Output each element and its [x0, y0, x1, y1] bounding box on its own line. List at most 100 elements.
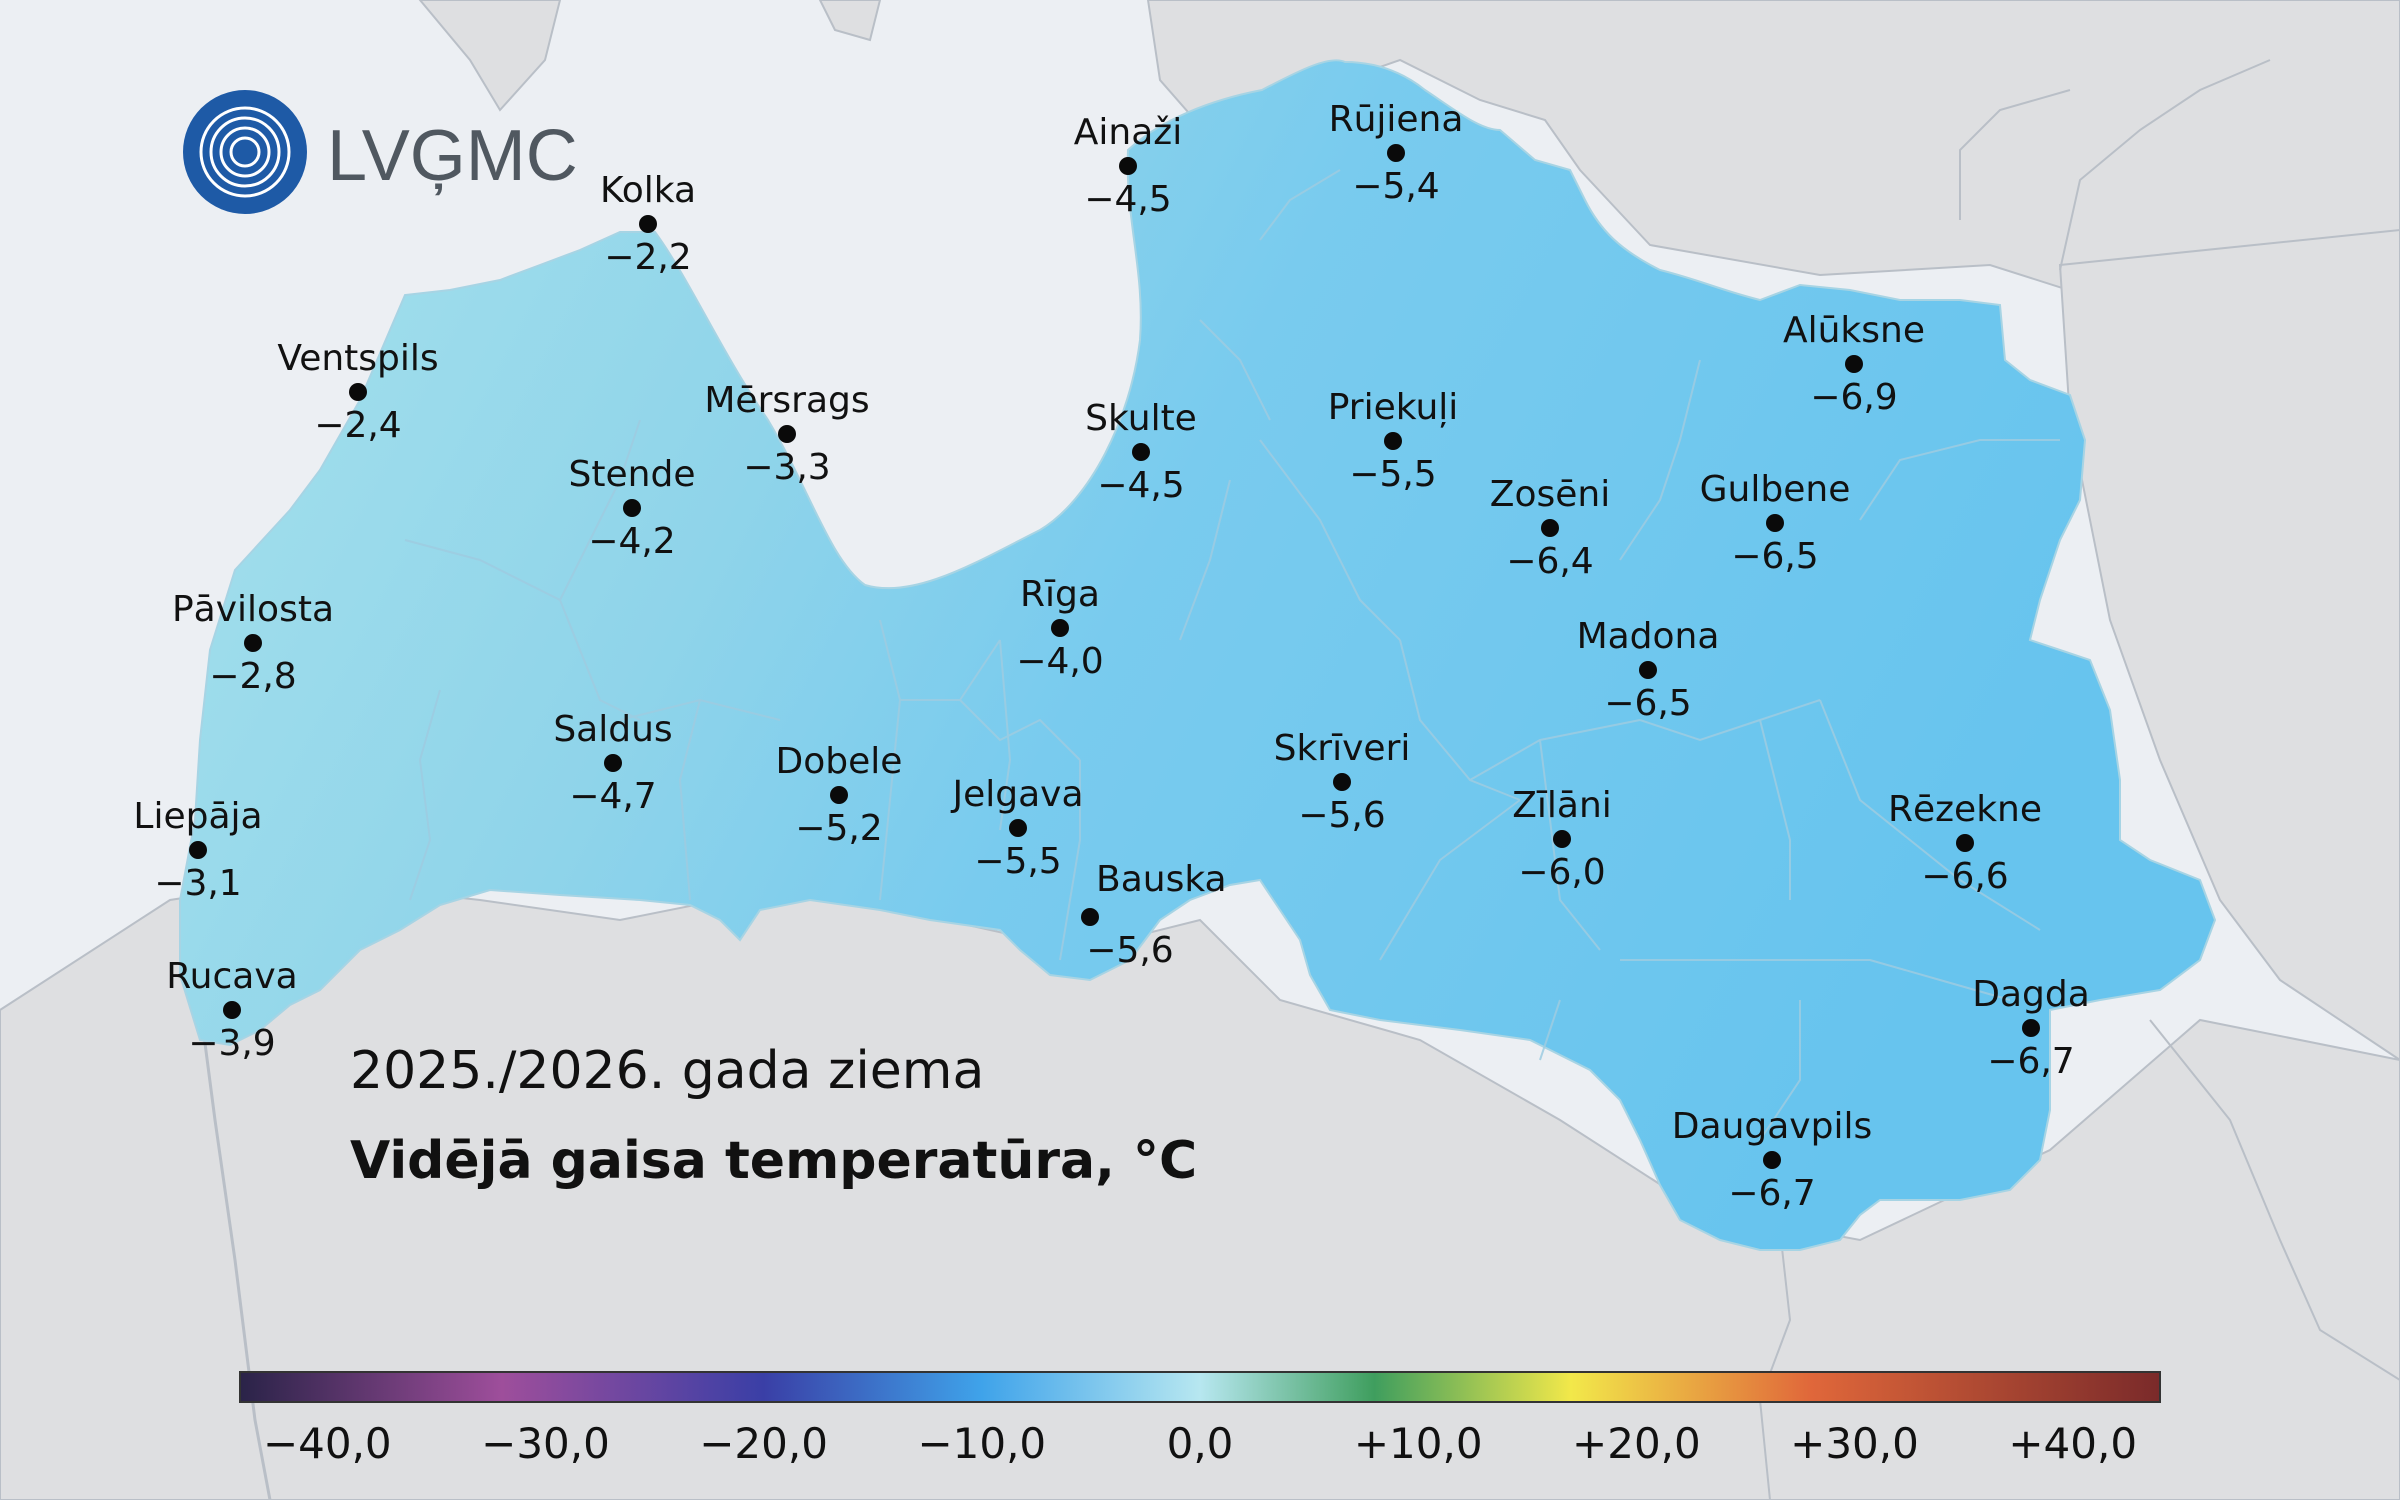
station-name: Stende — [569, 454, 696, 495]
station-name: Rūjiena — [1329, 99, 1464, 140]
station-13: Ainaži −4,5 — [1074, 112, 1182, 220]
station-value: −6,9 — [1810, 377, 1897, 418]
station-marker-icon — [1553, 830, 1571, 848]
station-marker-icon — [244, 634, 262, 652]
station-value: −3,3 — [743, 447, 830, 488]
station-19: Gulbene −6,5 — [1700, 469, 1851, 577]
station-12: Rīga −4,0 — [1016, 574, 1103, 682]
station-marker-icon — [604, 754, 622, 772]
station-marker-icon — [189, 841, 207, 859]
station-name: Pāvilosta — [172, 589, 334, 630]
station-3: Mērsrags −3,3 — [704, 380, 869, 488]
station-marker-icon — [1384, 432, 1402, 450]
station-marker-icon — [223, 1001, 241, 1019]
legend-tick-label: +10,0 — [1354, 1419, 1483, 1468]
station-name: Jelgava — [950, 774, 1083, 815]
station-4: Stende −4,2 — [569, 454, 696, 562]
station-value: −4,0 — [1016, 641, 1103, 682]
legend-tick-label: 0,0 — [1167, 1419, 1234, 1468]
station-name: Mērsrags — [704, 380, 869, 421]
legend-tick-label: +20,0 — [1572, 1419, 1701, 1468]
station-marker-icon — [778, 425, 796, 443]
legend-bar — [239, 1371, 2161, 1403]
station-value: −3,9 — [188, 1023, 275, 1064]
station-24: Dagda −6,7 — [1972, 974, 2090, 1082]
station-9: Rucava −3,9 — [166, 956, 297, 1064]
station-name: Kolka — [600, 170, 696, 211]
station-value: −5,2 — [795, 808, 882, 849]
station-name: Rucava — [166, 956, 297, 997]
station-marker-icon — [2022, 1019, 2040, 1037]
station-marker-icon — [1766, 514, 1784, 532]
station-8: Liepāja −3,1 — [133, 796, 262, 904]
station-value: −4,5 — [1097, 465, 1184, 506]
station-18: Zosēni −6,4 — [1490, 474, 1610, 582]
legend-tick-label: −40,0 — [263, 1419, 392, 1468]
station-value: −2,2 — [604, 237, 691, 278]
station-name: Gulbene — [1700, 469, 1851, 510]
station-name: Zīlāni — [1512, 785, 1612, 826]
municipality-borders — [404, 169, 2060, 1141]
station-marker-icon — [1333, 773, 1351, 791]
station-name: Skulte — [1085, 398, 1197, 439]
station-11: Bauska −5,6 — [1081, 859, 1227, 971]
station-name: Priekuļi — [1328, 387, 1459, 428]
station-layer: Kolka −2,2 Ventspils −2,4 Mērsrags −3,3 Stende… — [133, 99, 2089, 1214]
station-name: Rēzekne — [1888, 789, 2042, 830]
estonia-islands — [418, 0, 882, 112]
legend-tick-label: −20,0 — [699, 1419, 828, 1468]
legend-tick-label: +30,0 — [1790, 1419, 1919, 1468]
station-10: Jelgava −5,5 — [950, 774, 1083, 882]
variable-title: Vidējā gaisa temperatūra, °C — [350, 1131, 1197, 1191]
curonian-spit — [198, 1004, 272, 1500]
station-7: Dobele −5,2 — [776, 741, 903, 849]
station-value: −6,5 — [1731, 536, 1818, 577]
station-marker-icon — [639, 215, 657, 233]
station-23: Rēzekne −6,6 — [1888, 789, 2042, 897]
station-marker-icon — [1845, 355, 1863, 373]
station-21: Madona −6,5 — [1577, 616, 1720, 724]
season-title: 2025./2026. gada ziema — [350, 1041, 984, 1101]
legend-tick-label: −10,0 — [917, 1419, 1046, 1468]
station-value: −6,6 — [1921, 856, 2008, 897]
station-name: Rīga — [1020, 574, 1100, 615]
station-name: Ventspils — [277, 338, 438, 379]
station-1: Kolka −2,2 — [600, 170, 696, 278]
station-value: −5,5 — [974, 841, 1061, 882]
station-22: Zīlāni −6,0 — [1512, 785, 1612, 893]
station-name: Dobele — [776, 741, 903, 782]
station-marker-icon — [1956, 834, 1974, 852]
legend-tick-label: −30,0 — [481, 1419, 610, 1468]
station-value: −5,4 — [1352, 166, 1439, 207]
station-15: Skulte −4,5 — [1085, 398, 1197, 506]
logo: LVĢMC — [183, 90, 578, 214]
station-value: −6,4 — [1506, 541, 1593, 582]
station-name: Ainaži — [1074, 112, 1182, 153]
station-marker-icon — [1763, 1151, 1781, 1169]
station-14: Rūjiena −5,4 — [1329, 99, 1464, 207]
station-marker-icon — [1009, 819, 1027, 837]
station-20: Alūksne −6,9 — [1783, 310, 1925, 418]
station-value: −6,0 — [1518, 852, 1605, 893]
latvia-territory — [179, 59, 2217, 1251]
station-value: −6,7 — [1728, 1173, 1815, 1214]
station-marker-icon — [623, 499, 641, 517]
station-name: Liepāja — [133, 796, 262, 837]
russia-land — [2058, 228, 2400, 1062]
station-value: −5,6 — [1298, 795, 1385, 836]
station-6: Saldus −4,7 — [553, 709, 672, 817]
station-marker-icon — [830, 786, 848, 804]
station-marker-icon — [1541, 519, 1559, 537]
station-value: −3,1 — [154, 863, 241, 904]
station-name: Zosēni — [1490, 474, 1610, 515]
station-name: Madona — [1577, 616, 1720, 657]
station-value: −4,5 — [1084, 179, 1171, 220]
border-lines — [1758, 59, 2400, 1500]
logo-text: LVĢMC — [327, 116, 578, 196]
station-value: −6,5 — [1604, 683, 1691, 724]
station-marker-icon — [1639, 661, 1657, 679]
station-marker-icon — [1387, 144, 1405, 162]
station-value: −6,7 — [1987, 1041, 2074, 1082]
station-value: −2,8 — [209, 656, 296, 697]
